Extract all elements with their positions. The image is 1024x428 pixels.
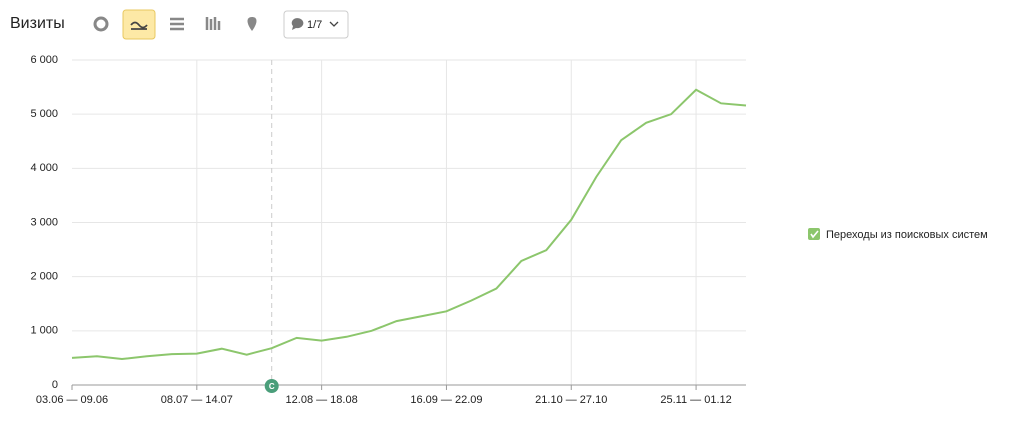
y-tick-label: 5 000: [30, 108, 58, 120]
notes-counter: 1/7: [307, 19, 322, 31]
x-tick-label: 16.09 — 22.09: [410, 394, 482, 406]
check-mark: [810, 230, 819, 239]
series-line: [71, 88, 747, 361]
area-icon[interactable]: [170, 17, 184, 31]
x-tick-label: 03.06 — 09.06: [36, 394, 108, 406]
pie-icon[interactable]: [93, 16, 109, 32]
y-tick-label: 1 000: [30, 325, 58, 337]
notes-icon: [291, 18, 304, 30]
map-icon[interactable]: [247, 17, 257, 31]
annotation-marker[interactable]: [264, 379, 279, 393]
line-icon: [130, 21, 148, 30]
chart-type-icons[interactable]: [93, 9, 257, 40]
bar-icon[interactable]: [205, 17, 221, 30]
y-tick-label: 2 000: [30, 271, 58, 283]
x-tick-label: 21.10 — 27.10: [535, 394, 607, 406]
chart: 0 1 000 2 000 3 000 4 000 5 000 6 000 03.06 — 0…: [30, 54, 747, 406]
y-tick-label: 6 000: [30, 54, 58, 66]
chevron: [329, 21, 339, 27]
annotation-label: С: [269, 382, 275, 391]
y-tick-label: 4 000: [30, 162, 58, 174]
x-tick-label: 12.08 — 18.08: [286, 394, 358, 406]
legend-label[interactable]: Переходы из поисковых систем: [826, 229, 988, 241]
page-title: Визиты: [10, 15, 65, 32]
y-tick-label: 0: [52, 379, 58, 391]
y-tick-label: 3 000: [30, 216, 58, 228]
x-tick-label: 25.11 — 01.12: [660, 394, 731, 406]
x-tick-label: 08.07 — 14.07: [161, 394, 233, 406]
notes-button[interactable]: [283, 10, 349, 39]
legend-checkbox[interactable]: [808, 228, 820, 240]
